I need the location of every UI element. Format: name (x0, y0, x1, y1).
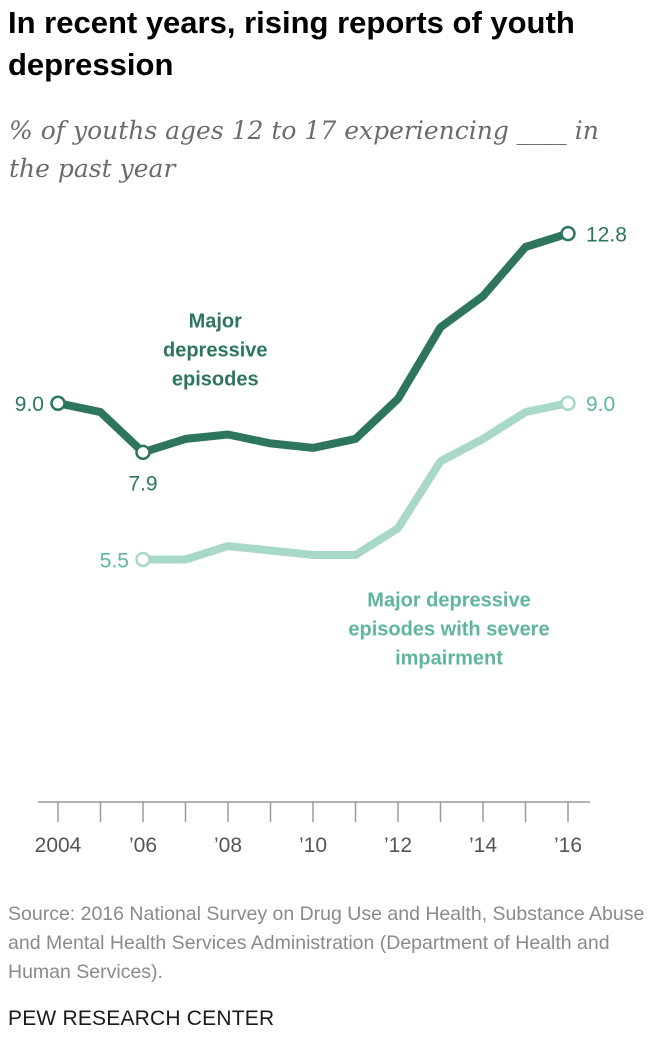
series-1-name-line: episodes (172, 368, 259, 390)
x-tick-label: ’12 (384, 834, 412, 857)
series-1-name-line: Major (189, 310, 243, 332)
line-chart: 2004 ’06 ’08 ’10 ’12 ’14 ’16 9.0 7.9 12.8 5.5 9.0 M… (15, 224, 627, 857)
series-1-point-marker (50, 395, 66, 411)
x-axis: 2004 ’06 ’08 ’10 ’12 ’14 ’16 (35, 801, 590, 857)
series-2-name-line: Major depressive (367, 589, 530, 611)
series-1-value-label: 12.8 (586, 224, 627, 247)
series-1-name-label: Major depressive episodes (163, 310, 268, 390)
source-note: Source: 2016 National Survey on Drug Use… (8, 903, 645, 983)
series-lines (50, 225, 576, 568)
series-2-name-line: episodes with severe (348, 618, 549, 640)
series-2-name-line: impairment (395, 647, 503, 669)
series-2-point-marker (135, 551, 151, 568)
x-tick-label: ’14 (469, 834, 497, 857)
series-1-value-label: 9.0 (15, 393, 44, 416)
series-1-point-marker (560, 225, 576, 242)
series-2-point-marker (560, 395, 576, 411)
series-1-name-line: depressive (163, 339, 268, 361)
x-tick-label: ’08 (214, 834, 242, 857)
series-2-name-label: Major depressive episodes with severe impa… (348, 589, 549, 669)
x-tick-label: 2004 (35, 834, 82, 857)
series-line-1 (57, 229, 570, 457)
chart-subtitle: % of youths ages 12 to 17 experiencing _… (9, 116, 599, 183)
series-2-value-label: 5.5 (100, 549, 129, 572)
series-1-point-marker (135, 444, 151, 461)
x-tick-label: ’16 (554, 834, 582, 857)
series-1-value-label: 7.9 (128, 472, 157, 495)
brand-label: PEW RESEARCH CENTER (8, 1007, 275, 1030)
x-tick-label: ’10 (299, 834, 327, 857)
series-2-value-label: 9.0 (586, 393, 615, 416)
series-line-2 (143, 399, 569, 564)
chart-title: In recent years, rising reports of youth… (8, 5, 575, 82)
x-tick-label: ’06 (129, 834, 157, 857)
